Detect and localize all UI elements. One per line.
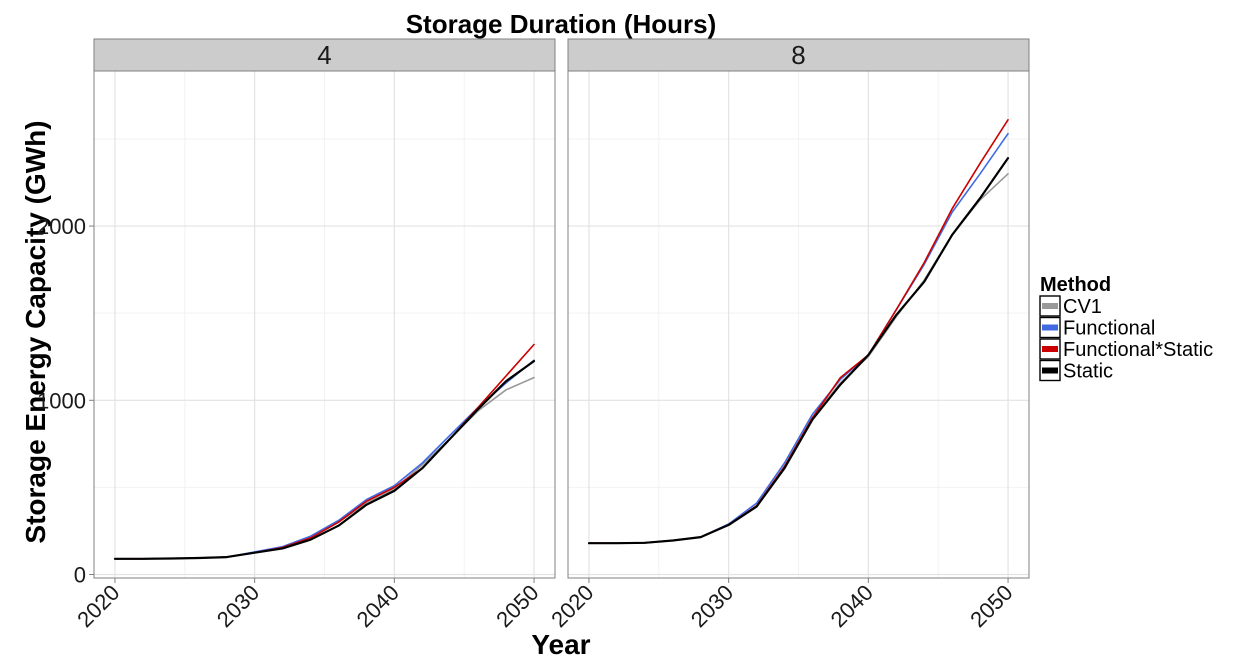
x-tick-label: 2040 [826, 580, 878, 632]
legend-swatch [1042, 303, 1058, 309]
legend-swatch [1042, 367, 1058, 374]
panels: 4 2020 2030 2040 2050 0 1000 2000 8 2020 2030 2040 2… [37, 38, 1030, 632]
legend-label: Static [1063, 361, 1113, 383]
x-tick-label: 2020 [72, 580, 124, 632]
legend-label: CV1 [1063, 296, 1102, 318]
panel-strip-label: 8 [791, 40, 805, 70]
x-tick-label: 2050 [491, 580, 543, 632]
panel-strip [93, 38, 556, 72]
legend-label: Functional [1063, 318, 1155, 340]
y-tick-label: 2000 [37, 214, 86, 239]
panel-4: 4 2020 2030 2040 2050 0 1000 2000 [37, 38, 556, 632]
legend-title: Method [1040, 274, 1111, 296]
y-tick-label: 0 [74, 563, 86, 588]
series-line-static [587, 157, 1010, 545]
panel-strip [567, 38, 1030, 72]
series-line-static [113, 360, 536, 560]
panel-8: 8 2020 2030 2040 2050 [546, 38, 1030, 632]
y-axis-title: Storage Energy Capacity (GWh) [20, 120, 51, 543]
legend: MethodCV1FunctionalFunctional*StaticStat… [1039, 274, 1213, 383]
legend-swatch [1042, 324, 1058, 331]
legend-label: Functional*Static [1063, 339, 1213, 361]
panel-border [93, 70, 556, 579]
y-tick-label: 1000 [37, 388, 86, 413]
panel-border [567, 70, 1030, 579]
x-tick-label: 2040 [352, 580, 404, 632]
chart-title: Storage Duration (Hours) [406, 9, 717, 39]
panel-strip-label: 4 [317, 40, 331, 70]
x-tick-label: 2030 [212, 580, 264, 632]
legend-swatch [1042, 346, 1058, 352]
x-tick-label: 2050 [965, 580, 1017, 632]
x-tick-label: 2030 [686, 580, 738, 632]
x-tick-label: 2020 [546, 580, 598, 632]
x-axis-title: Year [531, 629, 590, 658]
